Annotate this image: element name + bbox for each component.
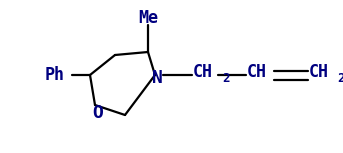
Text: CH: CH <box>247 63 267 81</box>
Text: 2: 2 <box>337 71 343 84</box>
Text: Ph: Ph <box>45 66 65 84</box>
Text: O: O <box>93 104 104 122</box>
Text: N: N <box>152 69 163 87</box>
Text: CH: CH <box>193 63 213 81</box>
Text: Me: Me <box>138 9 158 27</box>
Text: 2: 2 <box>222 71 229 84</box>
Text: CH: CH <box>309 63 329 81</box>
